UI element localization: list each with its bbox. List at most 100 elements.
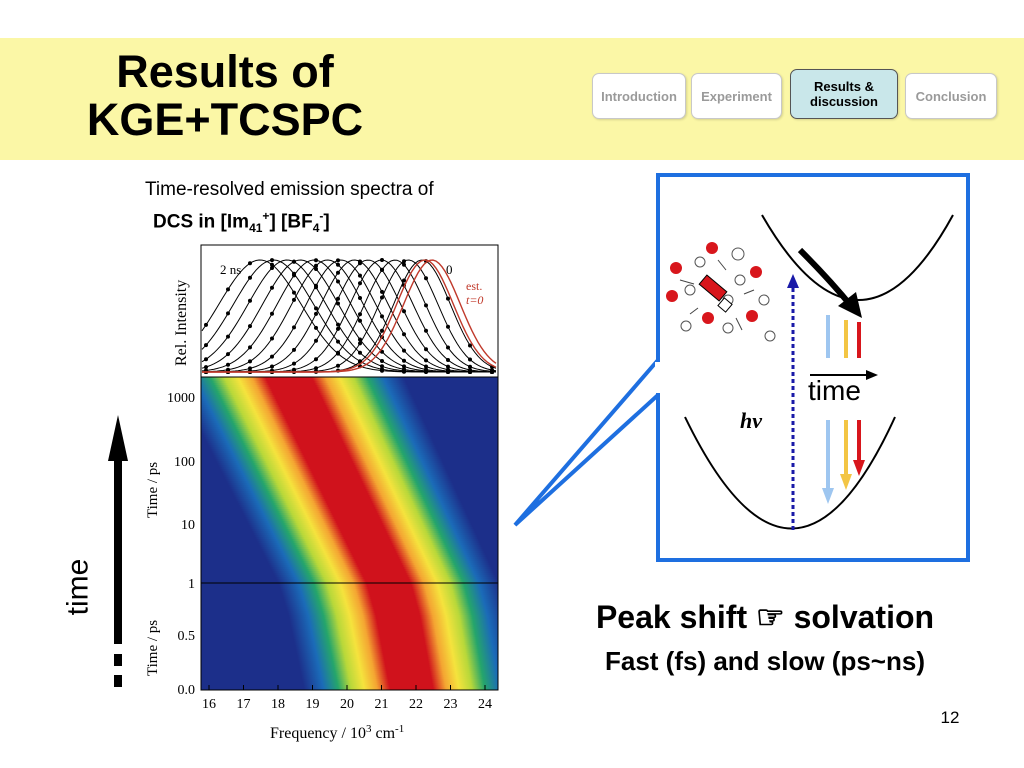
spectra-curves — [201, 258, 497, 374]
spectrum-point — [226, 352, 230, 357]
spectrum-point — [270, 285, 274, 290]
spectrum-point — [292, 273, 296, 278]
heatmap-row — [303, 687, 498, 690]
relaxation-arrow-head — [838, 292, 862, 318]
spectrum-point — [358, 341, 362, 346]
nav-tab-results-discussion[interactable]: Results & discussion — [790, 69, 898, 119]
heatmap-row — [201, 423, 426, 426]
spectrum-point — [314, 357, 318, 362]
spectrum-point — [270, 364, 274, 369]
spectrum-point — [424, 364, 428, 369]
spectrum-point — [314, 283, 318, 288]
ytick-1000: 1000 — [167, 391, 195, 406]
heatmap-row — [201, 381, 407, 384]
spectrum-point — [402, 364, 406, 369]
heatmap-row — [293, 639, 498, 642]
heatmap-row — [298, 663, 498, 666]
heatmap-row — [201, 405, 418, 408]
heatmap-row — [205, 439, 433, 442]
nav-tab-conclusion[interactable]: Conclusion — [905, 73, 997, 119]
heatmap-row — [286, 609, 498, 612]
heatmap-row — [302, 679, 498, 682]
solvent-molecule — [670, 262, 682, 274]
heatmap-row — [272, 571, 494, 574]
spectrum-point — [358, 296, 362, 300]
heatmap-row — [288, 615, 498, 618]
heatmap-row — [201, 411, 420, 414]
heatmap-row — [201, 397, 414, 400]
heatmap-row — [295, 647, 498, 650]
time-axis-label: time — [60, 540, 120, 620]
heatmap-row — [296, 651, 498, 654]
nav-tab-introduction[interactable]: Introduction — [592, 73, 686, 119]
spectrum-point — [380, 367, 384, 372]
heatmap-row — [218, 465, 445, 468]
spectrum-point — [248, 359, 252, 364]
heatmap-row — [212, 453, 440, 456]
heatmap-row — [229, 487, 455, 490]
peak-shift-text: Peak shift ☞ solvation — [595, 599, 935, 635]
spectrum-point — [380, 359, 384, 363]
heatmap-row — [291, 627, 498, 630]
solvation-diagram: time hν — [513, 173, 970, 562]
spectrum-point — [336, 322, 340, 327]
heatmap-row — [201, 385, 409, 388]
spectrum-point — [402, 348, 406, 353]
spectrum-point — [248, 345, 252, 350]
heatmap-row — [279, 585, 498, 588]
spectrum-point — [336, 270, 340, 275]
spectrum-point — [204, 343, 208, 348]
heatmap-row — [211, 451, 439, 454]
spectrum-point — [380, 364, 384, 369]
heatmap-row — [213, 455, 441, 458]
spectrum-point — [270, 354, 274, 359]
heatmap-row — [276, 579, 498, 582]
heatmap-row — [298, 661, 498, 664]
solvent-molecule — [702, 312, 714, 324]
heatmap-row — [201, 419, 424, 422]
heatmap-row — [300, 673, 498, 676]
caption-sub: 41 — [249, 221, 263, 236]
heatmap-row — [287, 611, 498, 614]
spectrum-point — [402, 259, 406, 264]
solvent-molecule — [758, 294, 770, 306]
heatmap-row — [238, 503, 463, 506]
spectrum-point — [380, 328, 384, 333]
callout-box — [656, 173, 970, 562]
heatmap-row — [203, 435, 432, 438]
spectrum-point — [226, 311, 230, 316]
heatmap-row — [250, 527, 474, 530]
ytick-0.5: 0.5 — [178, 629, 196, 644]
spectrum-point — [336, 258, 340, 263]
heatmap-row — [265, 557, 488, 560]
spectra-label-est: est. — [466, 279, 482, 293]
spectrum-point — [446, 296, 450, 301]
heatmap-row — [253, 533, 477, 536]
heatmap-row — [228, 485, 455, 488]
spectrum-point — [292, 325, 296, 330]
spectrum-point — [424, 303, 428, 308]
heatmap-row — [284, 603, 498, 606]
heatmap-row — [258, 543, 481, 546]
heatmap-row — [201, 415, 422, 418]
caption-text: ] — [323, 211, 330, 233]
time-axis-label-text: time — [61, 558, 95, 616]
spectrum-point — [358, 261, 362, 266]
nav-tab-experiment[interactable]: Experiment — [691, 73, 782, 119]
spectrum-point — [424, 367, 428, 372]
motion-arrow — [717, 259, 727, 271]
heatmap-row — [209, 447, 437, 450]
peak-shift-statement: Peak shift ☞ solvation — [540, 598, 990, 636]
heatmap-row — [214, 457, 442, 460]
spectrum-point — [226, 287, 230, 292]
heatmap-row — [244, 515, 468, 518]
spectrum-point — [380, 258, 384, 262]
nav-tab-label: Introduction — [601, 88, 677, 104]
solute-molecule — [698, 274, 728, 302]
heatmap-row — [263, 553, 486, 556]
heatmap-row — [215, 459, 443, 462]
spectra-label-2ns: 2 ns — [220, 262, 241, 277]
xlabel-sup: 3 — [366, 723, 372, 735]
ytick-10: 10 — [181, 518, 195, 533]
spectrum-point — [336, 363, 340, 368]
